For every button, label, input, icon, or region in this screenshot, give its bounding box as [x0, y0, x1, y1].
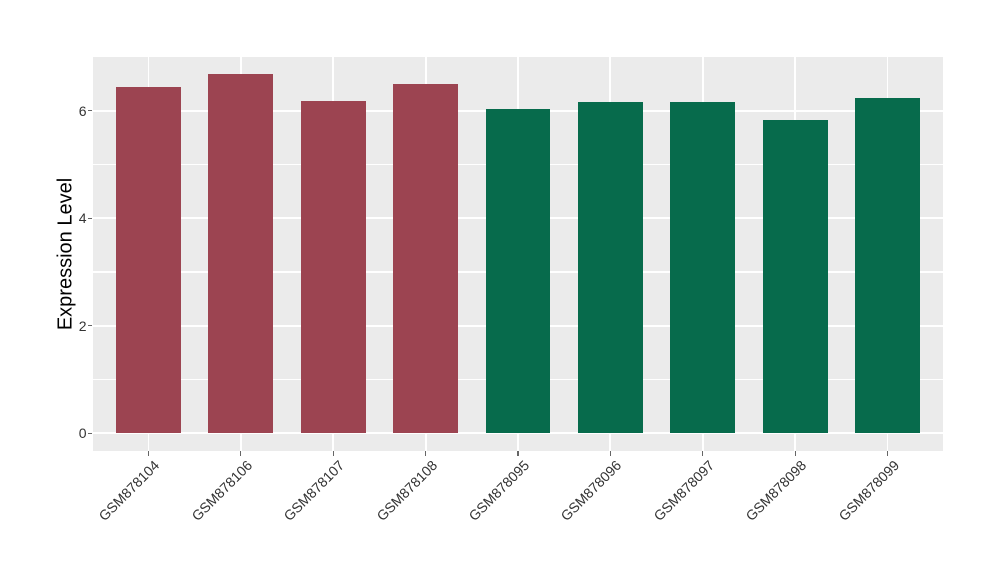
bar-GSM878099 — [855, 98, 920, 434]
bar-GSM878098 — [762, 120, 828, 434]
x-tick-mark — [332, 451, 334, 456]
x-tick-label: GSM878095 — [465, 457, 533, 524]
x-tick-mark — [517, 451, 519, 456]
y-tick-mark — [87, 217, 92, 219]
bar-GSM878096 — [578, 102, 643, 434]
bar-GSM878095 — [485, 109, 551, 434]
y-tick-label: 6 — [78, 102, 87, 119]
x-tick-label: GSM878104 — [95, 457, 163, 524]
x-tick-mark — [425, 451, 427, 456]
bar-GSM878097 — [670, 101, 736, 434]
x-tick-label: GSM878108 — [373, 457, 440, 524]
y-tick-mark — [87, 325, 92, 327]
x-tick-mark — [886, 451, 889, 456]
bar-GSM878106 — [208, 74, 274, 434]
y-tick-mark — [87, 432, 92, 434]
x-tick-mark — [240, 451, 242, 456]
x-tick-mark — [794, 451, 796, 456]
x-tick-mark — [147, 451, 150, 456]
bar-GSM878104 — [116, 86, 181, 434]
x-tick-label: GSM878106 — [188, 457, 256, 524]
plot-panel — [93, 57, 943, 451]
x-tick-label: GSM878107 — [280, 457, 348, 524]
x-tick-label: GSM878096 — [557, 457, 625, 524]
y-axis-title: Expression Level — [54, 177, 77, 331]
bar-GSM878108 — [393, 83, 458, 434]
x-tick-label: GSM878098 — [742, 457, 810, 524]
y-tick-label: 0 — [78, 425, 87, 442]
y-tick-label: 4 — [78, 210, 87, 227]
y-tick-label: 2 — [78, 317, 87, 334]
x-tick-label: GSM878097 — [650, 457, 718, 524]
x-tick-mark — [702, 451, 704, 456]
x-tick-label: GSM878099 — [834, 457, 902, 524]
bar-GSM878107 — [300, 101, 366, 434]
x-tick-mark — [609, 451, 611, 456]
y-tick-mark — [87, 110, 92, 112]
